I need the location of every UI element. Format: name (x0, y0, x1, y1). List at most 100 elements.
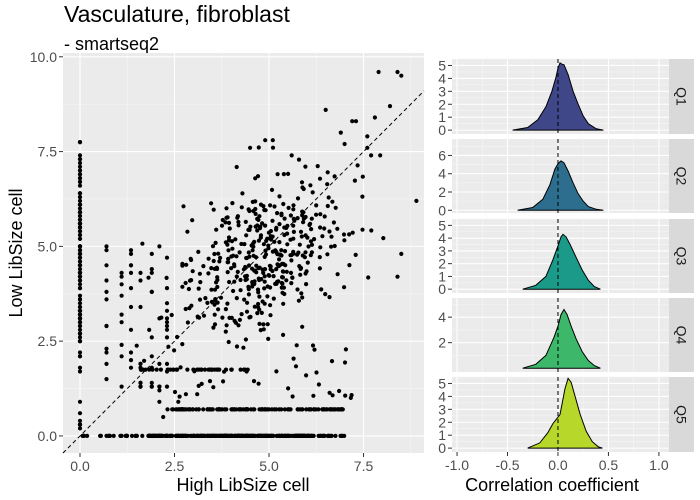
scatter-point (119, 270, 124, 275)
scatter-point (195, 392, 200, 397)
scatter-point (330, 393, 335, 398)
scatter-point (212, 251, 217, 257)
scatter-point (77, 236, 83, 241)
scatter-point (227, 279, 232, 285)
density-y-tick-label: 4 (438, 230, 446, 246)
scatter-point (235, 215, 240, 220)
density-panel-q4: 2 4 Q4 (438, 298, 694, 372)
scatter-point (255, 287, 261, 292)
scatter-point (210, 407, 215, 412)
scatter-point (150, 433, 156, 438)
scatter-point (210, 244, 216, 249)
scatter-point (213, 240, 218, 245)
scatter-point (342, 141, 347, 147)
scatter-point (164, 327, 170, 332)
scatter-point (256, 433, 261, 438)
identity-reference-line (62, 90, 425, 454)
scatter-point (77, 229, 83, 234)
scatter-point (321, 433, 326, 438)
scatter-point (267, 273, 272, 278)
scatter-point (226, 238, 232, 243)
scatter-point (298, 229, 304, 234)
scatter-point (104, 346, 109, 351)
density-curve-q3 (522, 233, 601, 290)
scatter-point (353, 252, 358, 257)
scatter-point (325, 252, 330, 257)
scatter-point (325, 170, 330, 175)
scatter-point (119, 342, 124, 347)
scatter-point (257, 226, 263, 231)
scatter-point (257, 321, 262, 326)
scatter-point (270, 145, 276, 150)
scatter-point (154, 367, 159, 372)
density-y-tick-label: 4 (438, 388, 446, 404)
scatter-point (376, 69, 381, 75)
scatter-point (161, 414, 166, 420)
scatter-point (138, 278, 143, 283)
scatter-point (330, 199, 335, 204)
scatter-point (277, 257, 282, 262)
scatter-point (288, 270, 294, 275)
scatter-point (262, 279, 267, 284)
scatter-point (318, 212, 323, 217)
scatter-point (77, 195, 83, 200)
scatter-point (298, 265, 304, 271)
density-y-tick-label: 2 (438, 184, 446, 200)
scatter-point (326, 195, 331, 200)
chart-subtitle: - smartseq2 (64, 34, 159, 54)
scatter-point (252, 407, 257, 412)
scatter-point (250, 284, 255, 289)
scatter-point (238, 277, 243, 283)
scatter-point (277, 222, 282, 227)
scatter-point (156, 433, 161, 438)
scatter-point (277, 240, 282, 245)
scatter-point (280, 290, 285, 295)
scatter-point (246, 287, 251, 292)
scatter-point (196, 383, 201, 388)
scatter-point (206, 367, 211, 372)
scatter-point (355, 163, 360, 168)
scatter-point (201, 264, 206, 269)
scatter-point (378, 153, 383, 158)
scatter-point (119, 282, 124, 287)
scatter-point (239, 205, 244, 210)
density-x-tick-label: -0.5 (495, 457, 519, 473)
scatter-point (149, 267, 154, 272)
scatter-point (77, 365, 83, 370)
scatter-point (323, 292, 328, 297)
scatter-point (77, 248, 83, 253)
scatter-point (271, 296, 276, 301)
scatter-point (192, 369, 197, 374)
scatter-x-tick-label: 0.0 (70, 458, 90, 474)
scatter-point (260, 221, 265, 226)
scatter-point (190, 269, 195, 274)
scatter-point (365, 134, 370, 139)
scatter-point (294, 343, 299, 348)
scatter-point (230, 246, 235, 251)
scatter-point (128, 304, 134, 310)
density-curve-q4 (522, 308, 601, 369)
scatter-point (256, 301, 261, 307)
scatter-point (369, 228, 374, 233)
scatter-point (291, 223, 296, 228)
scatter-point (77, 160, 83, 166)
scatter-x-tick-label: 2.5 (165, 458, 185, 474)
scatter-point (244, 433, 249, 438)
scatter-point (128, 248, 134, 253)
scatter-point (214, 433, 219, 438)
scatter-point (142, 358, 147, 363)
scatter-point (164, 384, 170, 389)
scatter-point (341, 232, 347, 237)
scatter-point (250, 248, 255, 253)
scatter-point (242, 242, 247, 247)
scatter-point (208, 433, 213, 438)
scatter-point (77, 168, 83, 173)
scatter-point (348, 395, 353, 400)
scatter-point (164, 335, 170, 340)
scatter-point (180, 433, 185, 438)
scatter-point (180, 263, 185, 268)
scatter-point (277, 194, 282, 199)
scatter-point (246, 227, 251, 232)
scatter-point (220, 315, 225, 320)
